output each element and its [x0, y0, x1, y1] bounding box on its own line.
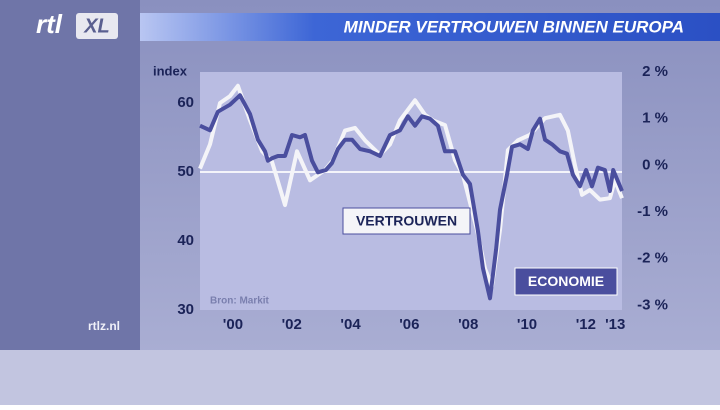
x-tick-label: '10 [517, 316, 537, 333]
title-bar [140, 13, 720, 41]
y2-tick-label: -3 % [637, 296, 668, 313]
y-tick-label: 30 [177, 301, 194, 318]
y-tick-label: 50 [177, 163, 194, 180]
source: Bron: Markit [210, 296, 270, 307]
x-tick-label: '02 [282, 316, 302, 333]
logo-badge-box [76, 13, 118, 39]
x-tick-label: '00 [223, 316, 243, 333]
x-tick-label: '06 [399, 316, 419, 333]
y2-tick-label: -1 % [637, 203, 668, 220]
x-tick-label: '13 [605, 316, 625, 333]
y-tick-label: 60 [177, 94, 194, 111]
callout-box [514, 267, 618, 296]
x-tick-label: '08 [458, 316, 478, 333]
y2-tick-label: 0 % [642, 156, 668, 173]
y-axis-label: index [153, 63, 188, 78]
series-line [199, 93, 624, 301]
y-tick-label: 40 [177, 232, 194, 249]
logo: rtl [36, 9, 63, 39]
chart-title: MINDER VERTROUWEN BINNEN EUROPA [344, 17, 684, 36]
x-tick-label: '04 [340, 316, 361, 333]
y2-tick-label: -2 % [637, 250, 668, 267]
bottom-band [0, 350, 720, 405]
site: rtlz.nl [88, 319, 120, 333]
side-panel [0, 0, 140, 350]
legend-label: ECONOMIE [528, 273, 604, 289]
legend-label: VERTROUWEN [356, 213, 457, 229]
y2-tick-label: 1 % [642, 110, 668, 127]
callout-box [342, 207, 471, 235]
logo-badge: XL [83, 15, 110, 37]
marks: 30 40 50 60 2 % 1 % 0 % -1 % -2 % -3 % '00 '02 '04 '0… [177, 63, 668, 333]
y2-tick-label: 2 % [642, 63, 668, 80]
x-tick-label: '12 [576, 316, 596, 333]
